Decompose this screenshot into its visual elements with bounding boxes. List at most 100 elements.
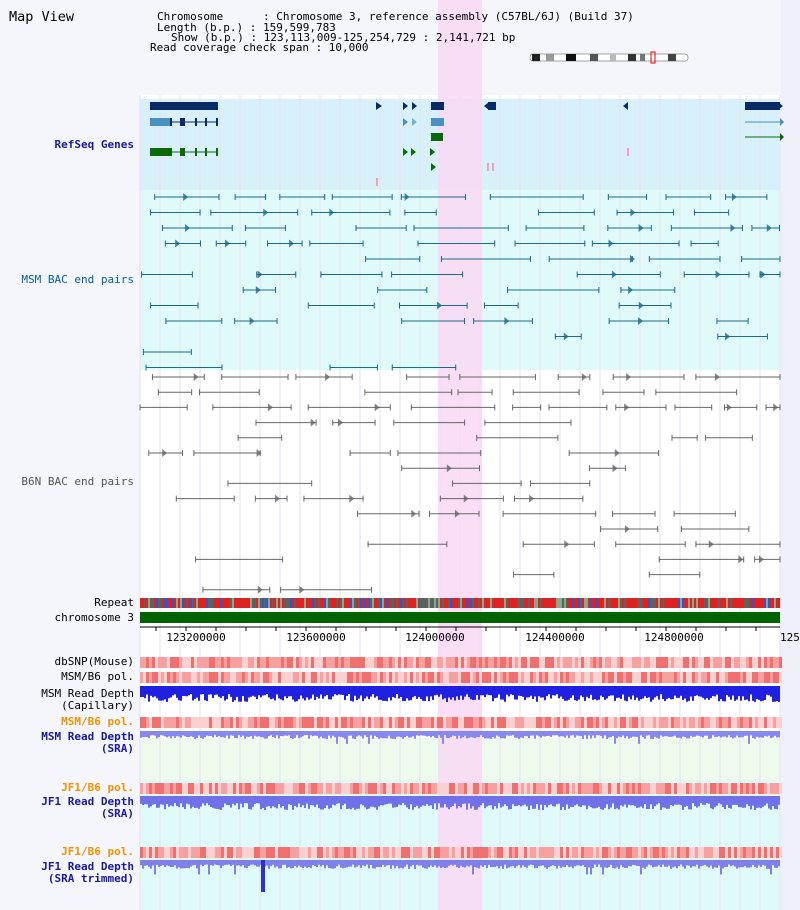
depth-bar [492,731,494,738]
heat-cell [149,717,152,728]
heat-cell [581,783,584,794]
heat-cell [203,847,206,858]
depth-bar [316,731,318,736]
heat-cell [377,717,380,728]
heat-cell [167,672,170,683]
depth-bar [154,731,156,736]
heat-cell [689,672,692,683]
heat-cell [350,717,353,728]
heat-cell [269,847,272,858]
heat-cell [440,783,443,794]
heat-cell [713,657,716,668]
repeat-segment [718,598,720,608]
depth-bar [434,731,436,738]
refseq-genes-label[interactable]: RefSeq Genes [54,138,134,151]
heat-cell [722,847,725,858]
depth-bar [248,860,250,866]
heat-cell [401,717,404,728]
depth-bar [612,686,614,696]
heat-cell [323,783,326,794]
bac-end-marker [329,208,335,217]
depth-bar [364,860,366,867]
heat-cell [620,672,623,683]
depth-bar [590,796,592,808]
bac-end-marker [773,403,779,412]
depth-bar [452,731,454,736]
depth-bar [746,731,748,736]
repeat-segment [538,598,540,608]
heat-cell [602,783,605,794]
heat-cell [680,657,683,668]
heat-cell [407,783,410,794]
depth-bar [396,860,398,866]
depth-bar [202,860,204,867]
depth-bar [542,731,544,737]
heat-cell [719,717,722,728]
heat-cell [284,672,287,683]
b6n-bac-end-pairs-label[interactable]: B6N BAC end pairs [21,475,134,488]
heat-cell [689,783,692,794]
heat-cell [722,783,725,794]
heat-cell [704,783,707,794]
heat-cell [374,847,377,858]
heat-cell [227,847,230,858]
heat-cell [359,847,362,858]
heat-cell [164,783,167,794]
heat-cell [422,672,425,683]
repeat-segment [708,598,710,608]
heat-cell [479,847,482,858]
heat-cell [764,847,767,858]
gene-arrow [403,148,408,156]
depth-bar [242,686,244,696]
heat-cell [515,783,518,794]
heat-cell [698,672,701,683]
heat-cell [557,672,560,683]
heat-cell [182,847,185,858]
depth-bar [366,731,368,738]
msm-bac-end-pairs-label[interactable]: MSM BAC end pairs [21,273,134,286]
heat-cell [491,672,494,683]
depth-bar [596,860,598,868]
depth-bar [680,796,682,806]
depth-bar [594,686,596,700]
depth-bar [208,796,210,806]
depth-bar [498,860,500,869]
heat-cell [173,717,176,728]
depth-bar [550,731,552,737]
heat-cell [554,783,557,794]
depth-bar [374,731,376,736]
heat-cell [671,717,674,728]
depth-bar [192,731,194,738]
depth-bar [372,796,374,807]
heat-cell [422,717,425,728]
repeat-segment [758,598,760,608]
heat-cell [140,657,143,668]
heat-cell [383,717,386,728]
depth-bar [258,796,260,804]
heat-cell [524,783,527,794]
depth-bar [502,686,504,700]
depth-bar [224,686,226,701]
depth-bar [530,686,532,696]
repeat-segment [612,598,614,608]
depth-bar [518,860,520,866]
depth-bar [530,731,532,736]
heat-cell [209,847,212,858]
heat-cell [638,847,641,858]
depth-bar [164,860,166,868]
depth-bar [664,731,666,737]
heat-cell [653,657,656,668]
repeat-segment [752,598,754,608]
depth-bar [688,731,690,739]
repeat-segment [486,598,488,608]
heat-cell [227,783,230,794]
heat-cell [569,672,572,683]
depth-bar [200,860,202,865]
depth-bar [178,731,180,737]
depth-bar [618,731,620,737]
heat-cell [554,847,557,858]
depth-bar [194,686,196,700]
depth-bar [742,731,744,738]
heat-cell [701,717,704,728]
